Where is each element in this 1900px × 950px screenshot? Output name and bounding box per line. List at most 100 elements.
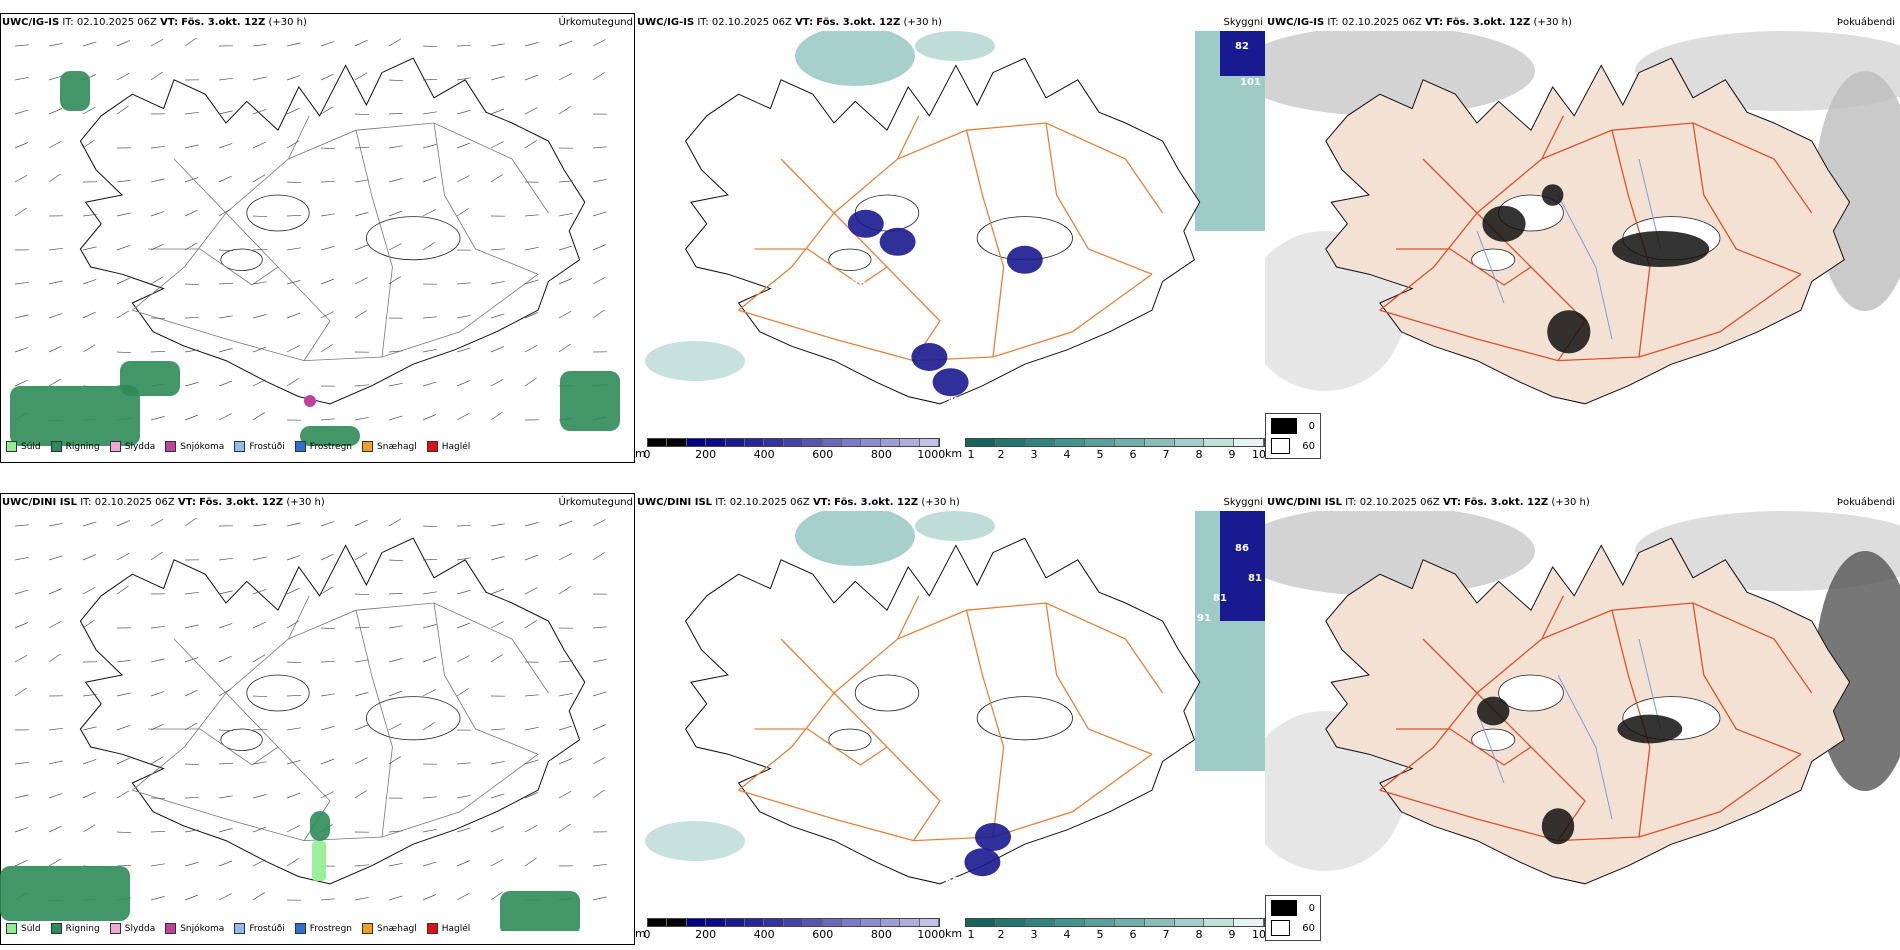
- wind-barb: [219, 558, 233, 560]
- wind-barb: [83, 279, 96, 284]
- legend-swatch: [234, 923, 245, 934]
- wind-barb: [49, 281, 63, 284]
- precip-legend: Súld Rigning Slydda Snjókoma Frostúði Fr…: [6, 923, 480, 934]
- wind-barb: [15, 282, 29, 284]
- legend-item-snjokoma: Snjókoma: [165, 441, 224, 452]
- wind-barb: [83, 522, 96, 526]
- wind-barb: [559, 586, 571, 594]
- wind-barb: [219, 861, 232, 866]
- vt-label: VT:: [795, 17, 813, 28]
- wind-barb: [491, 44, 505, 46]
- wind-barb: [389, 519, 401, 526]
- legend-swatch: [110, 923, 121, 934]
- wind-barb: [15, 77, 29, 80]
- wind-barb: [593, 864, 607, 866]
- wind-barb: [491, 556, 505, 560]
- model-name: UWC/DINI ISL: [2, 497, 77, 508]
- visibility-colorbar-bar: [965, 918, 1265, 927]
- model-name: UWC/IG-IS: [637, 17, 694, 28]
- wind-barb: [117, 352, 131, 353]
- precip-legend: Súld Rigning Slydda Snjókoma Frostúði Fr…: [6, 441, 480, 452]
- wind-barb: [525, 75, 538, 80]
- wind-barb: [355, 73, 367, 80]
- glacier-outline: [977, 697, 1072, 740]
- vt-value: Fös. 3.okt. 12Z: [1464, 497, 1548, 508]
- wind-barb: [457, 78, 471, 80]
- fog-legend: 0 60: [1265, 895, 1321, 941]
- fog-area: [1547, 310, 1590, 353]
- wind-barb: [593, 520, 606, 526]
- wind-barb: [491, 524, 505, 526]
- visibility-colorbar-bar: [965, 438, 1265, 447]
- fog-map: [1265, 31, 1900, 451]
- wind-barb: [593, 659, 607, 662]
- ceiling-value-label: 89: [840, 293, 854, 304]
- wind-barb: [15, 380, 28, 386]
- wind-barb: [593, 627, 607, 628]
- low-ceiling-area: [1220, 511, 1265, 621]
- wind-barb: [491, 76, 505, 80]
- wind-barb: [15, 827, 28, 832]
- legend-swatch: [427, 441, 438, 452]
- rain-area: [310, 811, 330, 841]
- ceiling-colorbar: m 0 200 400 600 800 1000: [635, 918, 940, 941]
- wind-barb: [185, 38, 197, 46]
- model-name: UWC/DINI ISL: [1267, 497, 1342, 508]
- wind-barb: [49, 556, 62, 560]
- low-ceiling-area: [1007, 246, 1043, 274]
- wind-barb: [219, 894, 232, 900]
- vt-value: Fös. 3.okt. 12Z: [181, 17, 265, 28]
- ceiling-colorbar-bar: [647, 438, 940, 447]
- wind-barb: [525, 522, 539, 526]
- wind-barb: [83, 587, 95, 594]
- wind-barb: [49, 313, 62, 318]
- wind-barb: [49, 174, 61, 182]
- low-ceiling-area: [1220, 31, 1265, 76]
- lead-time: (+30 h): [1534, 17, 1572, 28]
- wind-barb: [49, 793, 62, 798]
- wind-barb: [321, 899, 335, 900]
- legend-swatch: [234, 441, 245, 452]
- rain-area: [560, 371, 620, 431]
- legend-item-frostregn: Frostregn: [295, 923, 352, 934]
- wind-barb: [593, 725, 606, 731]
- legend-item-slydda: Slydda: [110, 441, 155, 452]
- legend-item-haglel: Haglél: [427, 441, 471, 452]
- wind-barb: [253, 860, 266, 866]
- wind-barb: [49, 859, 61, 866]
- wind-barb: [525, 825, 537, 832]
- legend-item-snaehagl: Snæhagl: [362, 441, 417, 452]
- wind-barb: [389, 383, 403, 386]
- lead-time: (+30 h): [286, 497, 324, 508]
- panel-type-label: Skyggni: [1223, 17, 1263, 28]
- wind-barb: [49, 523, 63, 526]
- wind-barb: [355, 40, 368, 46]
- wind-barb: [491, 827, 504, 833]
- wind-barb: [15, 623, 28, 629]
- wind-barb: [321, 521, 334, 526]
- wind-barb: [117, 865, 131, 866]
- colorbar-ticks: 1 2 3 4 5 6 7 8 9 10: [965, 447, 1265, 461]
- wind-barb: [15, 347, 28, 352]
- legend-swatch: [51, 923, 62, 934]
- glacier-outline: [366, 697, 460, 740]
- low-visibility-area: [795, 31, 915, 86]
- wind-barb: [185, 518, 197, 526]
- fog-area: [1482, 206, 1525, 242]
- low-visibility-area: [795, 511, 915, 566]
- panel-type-label: Þokuábendi: [1837, 17, 1895, 28]
- wind-barb: [83, 792, 96, 798]
- legend-swatch: [362, 923, 373, 934]
- it-value: 02.10.2025 06Z: [1360, 497, 1440, 508]
- wind-barb: [491, 347, 504, 353]
- wind-barb: [219, 414, 232, 420]
- wind-barb: [15, 315, 29, 318]
- vt-label: VT:: [813, 497, 831, 508]
- wind-barb: [253, 44, 267, 46]
- low-visibility-area: [645, 341, 745, 381]
- fog-area: [1612, 231, 1709, 267]
- wind-barb: [321, 554, 334, 560]
- wind-barb: [593, 897, 607, 900]
- wind-barb: [15, 762, 29, 764]
- fog-panel-row1: UWC/IG-IS IT: 02.10.2025 06Z VT: Fös. 3.…: [1265, 13, 1900, 463]
